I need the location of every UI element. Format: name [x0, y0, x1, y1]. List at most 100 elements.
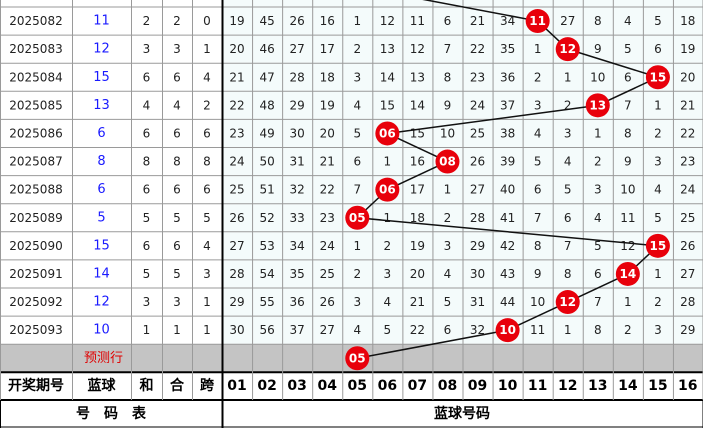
footer-left: 号 码 表 [76, 405, 147, 422]
miss-count: 30 [229, 323, 244, 337]
miss-count: 55 [259, 295, 274, 309]
miss-count: 35 [500, 42, 515, 56]
miss-count: 4 [384, 295, 392, 309]
miss-count: 27 [470, 183, 485, 197]
miss-count: 30 [290, 126, 305, 140]
miss-count: 12 [410, 42, 425, 56]
miss-count: 36 [290, 295, 305, 309]
miss-count: 13 [380, 42, 395, 56]
miss-count: 6 [564, 211, 572, 225]
miss-count: 32 [290, 183, 305, 197]
miss-count: 9 [624, 155, 632, 169]
miss-count: 1 [353, 239, 361, 253]
ball-number: 13 [589, 98, 606, 112]
ball-number: 15 [650, 70, 667, 84]
miss-count: 24 [229, 155, 244, 169]
miss-count: 44 [500, 295, 515, 309]
span: 6 [203, 183, 211, 197]
miss-count: 22 [680, 126, 695, 140]
header-cell: 跨 [200, 378, 215, 394]
miss-count: 3 [654, 323, 662, 337]
header-cell: 07 [408, 378, 427, 394]
issue: 2025082 [9, 14, 62, 28]
miss-count: 23 [320, 211, 335, 225]
issue: 2025086 [9, 126, 62, 140]
header-bg [0, 372, 703, 400]
sum: 4 [143, 98, 151, 112]
miss-count: 1 [654, 267, 662, 281]
header-cell: 10 [498, 378, 518, 394]
miss-count: 2 [594, 155, 602, 169]
blue-ball: 12 [93, 42, 110, 57]
he: 3 [173, 295, 181, 309]
miss-count: 53 [259, 239, 274, 253]
blue-ball: 8 [97, 154, 105, 169]
ball-number: 14 [619, 267, 636, 281]
miss-count: 3 [654, 155, 662, 169]
span: 6 [203, 126, 211, 140]
ball-number: 12 [559, 295, 576, 309]
blue-ball: 13 [93, 98, 110, 113]
miss-count: 22 [470, 42, 485, 56]
span: 5 [203, 211, 211, 225]
miss-count: 51 [259, 183, 274, 197]
miss-count: 26 [290, 14, 305, 28]
sum: 6 [143, 239, 151, 253]
miss-count: 31 [290, 155, 305, 169]
span: 1 [203, 295, 211, 309]
miss-count: 2 [444, 211, 452, 225]
sum: 5 [143, 211, 151, 225]
miss-count: 20 [410, 267, 425, 281]
span: 8 [203, 155, 211, 169]
blue-ball: 5 [97, 210, 105, 225]
sum: 1 [143, 323, 151, 337]
miss-count: 7 [624, 98, 632, 112]
miss-count: 14 [380, 70, 395, 84]
he: 3 [173, 42, 181, 56]
miss-count: 6 [444, 323, 452, 337]
he: 5 [173, 267, 181, 281]
header-cell: 12 [558, 378, 577, 394]
ball-number: 06 [379, 183, 396, 197]
miss-count: 5 [534, 155, 542, 169]
miss-count: 29 [290, 98, 305, 112]
sum: 6 [143, 70, 151, 84]
ball-number: 05 [349, 211, 366, 225]
trend-line [422, 0, 538, 22]
ball [555, 290, 580, 315]
blue-ball: 14 [93, 266, 110, 281]
header-cell: 14 [618, 378, 638, 394]
miss-count: 4 [444, 267, 452, 281]
blue-ball: 6 [97, 182, 105, 197]
ball [345, 346, 370, 371]
header-cell: 03 [287, 378, 306, 394]
he: 6 [173, 239, 181, 253]
ball [435, 149, 460, 174]
miss-count: 24 [320, 239, 335, 253]
miss-count: 40 [500, 183, 515, 197]
ball-number: 05 [349, 351, 366, 365]
miss-count: 50 [259, 155, 274, 169]
miss-count: 1 [534, 42, 542, 56]
he: 6 [173, 70, 181, 84]
issue: 2025092 [9, 295, 62, 309]
blue-ball: 15 [93, 70, 110, 85]
miss-count: 6 [444, 14, 452, 28]
miss-count: 2 [654, 126, 662, 140]
miss-count: 34 [290, 239, 305, 253]
span: 1 [203, 323, 211, 337]
miss-count: 18 [680, 14, 695, 28]
miss-count: 23 [680, 155, 695, 169]
he: 2 [173, 14, 181, 28]
miss-count: 1 [564, 70, 572, 84]
header-cell: 蓝球 [88, 377, 117, 394]
miss-count: 1 [444, 183, 452, 197]
ball-number: 08 [439, 155, 456, 169]
issue: 2025093 [9, 323, 62, 337]
miss-count: 12 [380, 14, 395, 28]
sum: 5 [143, 267, 151, 281]
miss-count: 3 [444, 239, 452, 253]
ball [615, 261, 640, 286]
miss-count: 7 [353, 183, 361, 197]
miss-count: 23 [229, 126, 244, 140]
